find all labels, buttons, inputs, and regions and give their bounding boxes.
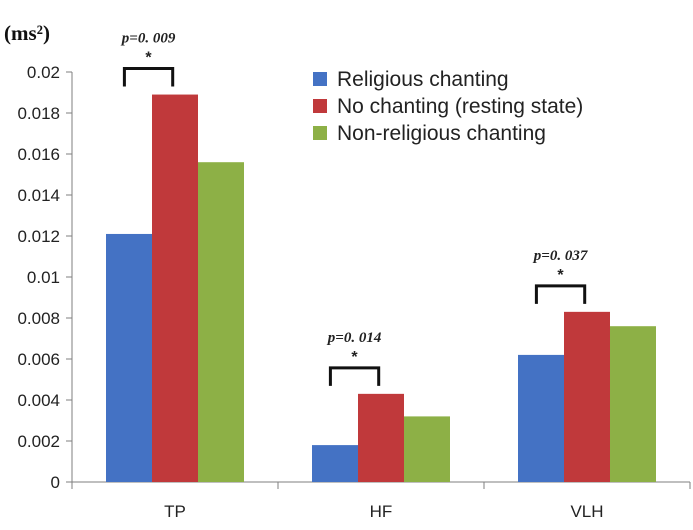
- bars: [106, 94, 656, 483]
- p-value-label: p=0. 009: [120, 31, 176, 47]
- significance-bracket: [122, 67, 175, 87]
- p-value-label: p=0. 037: [532, 248, 588, 264]
- legend-swatch: [313, 126, 327, 140]
- y-tick-label: 0.014: [17, 186, 60, 205]
- y-tick-label: 0.008: [17, 309, 60, 328]
- significance-marker: *: [557, 267, 564, 284]
- bar: [198, 162, 244, 482]
- y-tick-label: 0: [51, 473, 60, 492]
- y-tick-label: 0.004: [17, 391, 60, 410]
- x-tick-label: HF: [370, 502, 393, 521]
- legend-swatch: [313, 99, 327, 113]
- y-tick-label: 0.012: [17, 227, 60, 246]
- axes: 0 0.002 0.004 0.006 0.008 0.01 0.012 0.014 0.016…: [17, 63, 691, 521]
- legend-swatch: [313, 72, 327, 86]
- y-tick-label: 0.018: [17, 104, 60, 123]
- bar: [312, 445, 358, 482]
- x-tick-label: TP: [164, 502, 186, 521]
- legend-label: No chanting (resting state): [337, 95, 583, 118]
- significance-marker: *: [145, 50, 152, 67]
- bar: [358, 393, 404, 482]
- bar: [152, 94, 198, 483]
- y-tick-label: 0.002: [17, 432, 60, 451]
- y-tick-label: 0.01: [27, 268, 60, 287]
- y-unit-label: (ms²): [4, 21, 50, 45]
- legend: Religious chanting No chanting (resting s…: [313, 68, 583, 145]
- significance-annotations: * p=0. 009 * p=0. 014 * p=0. 037: [120, 31, 588, 386]
- bar: [518, 354, 564, 482]
- significance-bracket: [328, 366, 381, 386]
- significance-bracket: [534, 284, 587, 304]
- p-value-label: p=0. 014: [326, 330, 382, 346]
- y-tick-label: 0.02: [27, 63, 60, 82]
- bar: [404, 416, 450, 482]
- legend-label: Religious chanting: [337, 68, 509, 91]
- x-tick-label: VLH: [570, 502, 603, 521]
- bar: [564, 311, 610, 482]
- legend-label: Non-religious chanting: [337, 122, 546, 145]
- y-tick-label: 0.016: [17, 145, 60, 164]
- y-tick-label: 0.006: [17, 350, 60, 369]
- bar: [610, 326, 656, 482]
- significance-marker: *: [351, 349, 358, 366]
- bar: [106, 233, 152, 482]
